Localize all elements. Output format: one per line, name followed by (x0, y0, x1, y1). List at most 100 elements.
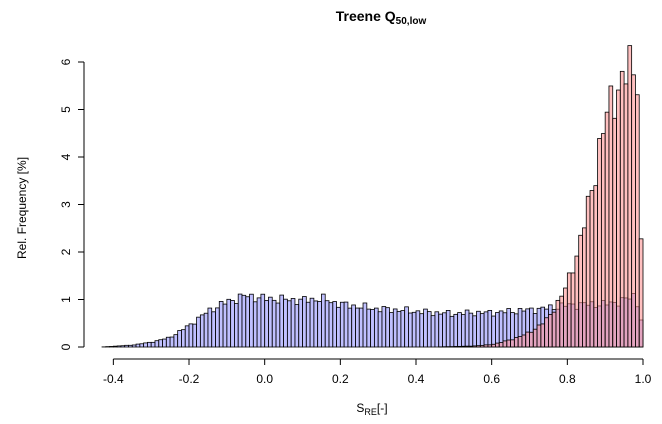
histogram-bar (631, 74, 636, 348)
histogram-bar (192, 323, 197, 348)
histogram-bar (203, 312, 209, 348)
histogram-bar (483, 344, 489, 348)
histogram-bar (373, 307, 379, 348)
histogram-bar (411, 311, 417, 348)
histogram-bar (457, 346, 462, 348)
histogram-bar (476, 345, 481, 348)
histogram-bar (109, 346, 114, 348)
histogram-bar (589, 190, 595, 348)
histogram-bar (351, 304, 356, 348)
histogram-bar (597, 138, 602, 348)
histogram-bar (449, 315, 455, 348)
histogram-bar (612, 117, 617, 348)
histogram-bar (362, 302, 368, 348)
histogram-bar (627, 45, 633, 348)
histogram-bar (286, 300, 292, 348)
histogram-bar (426, 311, 432, 348)
histogram-bar (268, 296, 273, 348)
y-tick-label: 3 (59, 201, 73, 208)
x-tick-label: 0.8 (559, 372, 576, 386)
histogram-bar (555, 299, 561, 348)
y-tick-label: 6 (59, 58, 73, 65)
histogram-bar (173, 334, 179, 348)
histogram-bar (324, 300, 330, 348)
histogram-bar (120, 345, 126, 348)
histogram-bar (513, 337, 519, 348)
x-axis-title: SRE[-] (356, 401, 387, 417)
histogram-bar (604, 111, 610, 348)
histogram-bar (544, 317, 549, 348)
histogram-bar (260, 293, 266, 348)
histogram-bar (370, 309, 375, 348)
x-axis: -0.4 -0.2 0.0 0.2 0.4 0.6 0.8 1.0 (103, 358, 652, 386)
histogram-bar (472, 315, 477, 348)
histogram-bar (139, 343, 145, 348)
histogram-bar (332, 301, 337, 348)
histogram-bar (146, 341, 152, 348)
histogram-bar (593, 185, 599, 348)
histogram-bar (472, 345, 477, 348)
x-tick-label: 0.0 (256, 372, 273, 386)
histogram-bar (408, 312, 413, 348)
histogram-bar (563, 287, 568, 348)
histogram-bar (249, 293, 254, 348)
x-tick-label: 0.4 (408, 372, 425, 386)
histogram-bar (495, 342, 500, 348)
histogram-bar (358, 307, 364, 348)
histogram-bar (491, 343, 496, 348)
histogram-bar (498, 342, 504, 348)
histogram-bar (116, 345, 122, 348)
histogram-bar (608, 85, 614, 348)
histogram-bar (400, 310, 406, 348)
histogram-bar (506, 339, 511, 348)
histogram-bar (623, 83, 629, 348)
histogram-bar (150, 341, 156, 348)
histogram-bar (381, 306, 387, 348)
histogram-bar (585, 195, 591, 348)
histogram-bar (423, 308, 428, 348)
histogram-bar (551, 311, 557, 348)
histogram-bar (570, 272, 576, 348)
histogram-bar (532, 328, 538, 348)
histogram-bar (487, 309, 493, 348)
histogram-bar (131, 344, 137, 348)
histogram-bar (464, 345, 470, 348)
histogram-bar (245, 296, 250, 348)
y-tick-label: 0 (59, 343, 73, 350)
histogram-bar (347, 307, 353, 348)
histogram-bar (468, 345, 474, 348)
histogram-bar (313, 300, 319, 348)
chart-title: Treene Q50,low (336, 8, 427, 27)
histogram-bar (290, 298, 296, 348)
histogram-bar (415, 310, 421, 348)
histogram-bar (343, 301, 349, 348)
histogram-bar (317, 301, 322, 348)
histogram-bar (396, 311, 402, 348)
bars-layer (101, 45, 644, 348)
histogram-bar (389, 312, 394, 348)
y-tick-label: 2 (59, 248, 73, 255)
histogram-bar (169, 336, 175, 348)
x-tick-label: 1.0 (635, 372, 652, 386)
histogram-bar (241, 294, 247, 348)
histogram-bar (619, 70, 625, 348)
histogram-bar (283, 298, 288, 348)
histogram-bar (302, 296, 307, 348)
histogram-bar (638, 238, 644, 348)
histogram-bar (294, 304, 300, 348)
histogram-bar (298, 298, 303, 348)
histogram-bar (165, 336, 171, 348)
histogram-bar (305, 301, 311, 348)
histogram-bar (574, 255, 580, 348)
histogram-bar (158, 339, 163, 348)
histogram-bar (404, 306, 409, 348)
histogram-bar (479, 344, 485, 348)
histogram-bar (124, 344, 129, 348)
y-tick-label: 4 (59, 153, 73, 160)
histogram-bar (321, 293, 326, 348)
histogram-bar (502, 340, 508, 348)
histogram-bar (430, 315, 436, 348)
histogram-bar (162, 338, 167, 348)
y-axis-title: Rel. Frequency [%] (15, 157, 29, 259)
histogram-bar (234, 303, 239, 348)
